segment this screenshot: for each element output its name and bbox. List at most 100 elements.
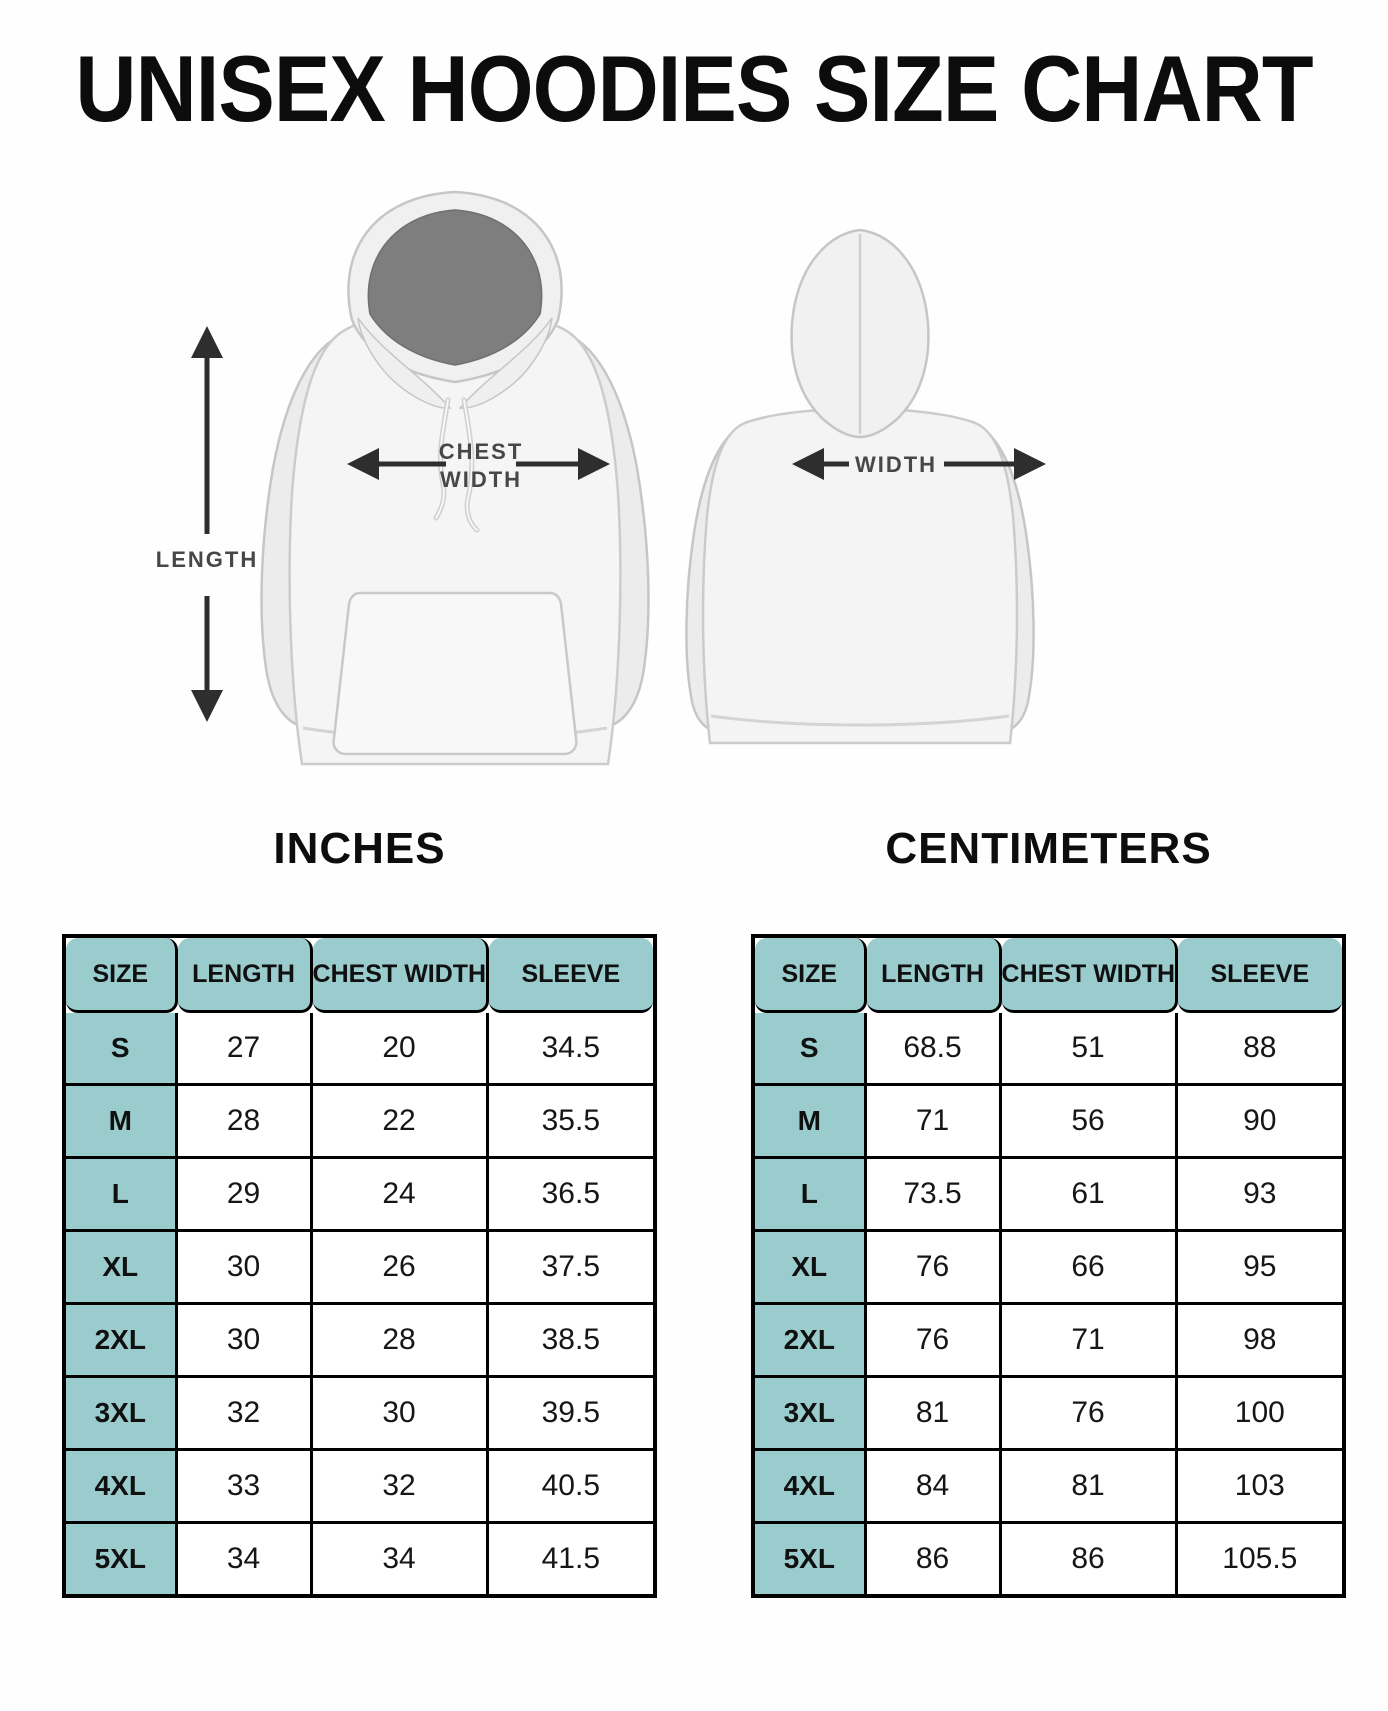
value-cell: 36.5	[488, 1159, 653, 1232]
drawstring-left-highlight	[435, 399, 449, 519]
value-cell: 81	[1001, 1451, 1178, 1524]
value-cell: 28	[312, 1305, 489, 1378]
value-cell: 27	[177, 1013, 313, 1086]
value-cell: 22	[312, 1086, 489, 1159]
size-cell: M	[66, 1086, 178, 1159]
value-cell: 32	[312, 1451, 489, 1524]
value-cell: 38.5	[488, 1305, 653, 1378]
value-cell: 24	[312, 1159, 489, 1232]
table-row: 5XL 86 86 105.5	[755, 1524, 1342, 1594]
value-cell: 61	[1001, 1159, 1178, 1232]
value-cell: 30	[312, 1378, 489, 1451]
value-cell: 51	[1001, 1013, 1178, 1086]
front-hoodie-illustration	[260, 190, 650, 766]
size-cell: 4XL	[66, 1451, 178, 1524]
column-header-size: SIZE	[755, 938, 867, 1013]
inches-section: INCHES SIZE LENGTH CHEST WIDTH SLEEVE S 27 20 3…	[62, 808, 657, 1598]
value-cell: 39.5	[488, 1378, 653, 1451]
table-row: 2XL 76 71 98	[755, 1305, 1342, 1378]
size-cell: XL	[755, 1232, 867, 1305]
value-cell: 34	[312, 1524, 489, 1594]
column-header-sleeve: SLEEVE	[1177, 938, 1342, 1013]
table-row: 4XL 84 81 103	[755, 1451, 1342, 1524]
size-cell: S	[755, 1013, 867, 1086]
table-row: S 27 20 34.5	[66, 1013, 653, 1086]
page-title: UNISEX HOODIES SIZE CHART	[75, 36, 1313, 141]
table-row: M 28 22 35.5	[66, 1086, 653, 1159]
drawstring-right-highlight	[463, 399, 478, 531]
back-body	[701, 407, 1019, 745]
value-cell: 41.5	[488, 1524, 653, 1594]
centimeters-section: CENTIMETERS SIZE LENGTH CHEST WIDTH SLEEVE S…	[751, 808, 1346, 1598]
column-header-size: SIZE	[66, 938, 178, 1013]
column-header-length: LENGTH	[866, 938, 1002, 1013]
value-cell: 28	[177, 1086, 313, 1159]
back-hem-seam	[710, 714, 1010, 727]
column-header-sleeve: SLEEVE	[488, 938, 653, 1013]
value-cell: 103	[1177, 1451, 1342, 1524]
value-cell: 95	[1177, 1232, 1342, 1305]
column-header-chest-width: CHEST WIDTH	[1001, 938, 1178, 1013]
value-cell: 30	[177, 1232, 313, 1305]
value-cell: 34.5	[488, 1013, 653, 1086]
table-row: L 73.5 61 93	[755, 1159, 1342, 1232]
value-cell: 35.5	[488, 1086, 653, 1159]
width-arrow: WIDTH	[792, 448, 1046, 480]
length-arrowhead-bottom	[191, 690, 223, 722]
hoodie-diagram-svg: LENGTH CHEST WIDTH WIDTH	[156, 190, 1046, 766]
value-cell: 93	[1177, 1159, 1342, 1232]
table-row: XL 30 26 37.5	[66, 1232, 653, 1305]
width-arrowhead-right	[1014, 448, 1046, 480]
size-cell: 3XL	[755, 1378, 867, 1451]
size-cell: L	[66, 1159, 178, 1232]
value-cell: 100	[1177, 1378, 1342, 1451]
length-label: LENGTH	[156, 547, 258, 572]
table-row: S 68.5 51 88	[755, 1013, 1342, 1086]
value-cell: 88	[1177, 1013, 1342, 1086]
value-cell: 71	[1001, 1305, 1178, 1378]
chest-width-label-line2: WIDTH	[440, 467, 522, 492]
header-row: SIZE LENGTH CHEST WIDTH SLEEVE	[66, 938, 653, 1013]
value-cell: 71	[866, 1086, 1002, 1159]
size-cell: S	[66, 1013, 178, 1086]
size-cell: 5XL	[66, 1524, 178, 1594]
value-cell: 34	[177, 1524, 313, 1594]
table-row: 3XL 81 76 100	[755, 1378, 1342, 1451]
hoodie-measurement-diagram: LENGTH CHEST WIDTH WIDTH	[0, 168, 1388, 790]
value-cell: 20	[312, 1013, 489, 1086]
header-row: SIZE LENGTH CHEST WIDTH SLEEVE	[755, 938, 1342, 1013]
chest-width-arrow: CHEST WIDTH	[347, 439, 610, 492]
column-header-chest-width: CHEST WIDTH	[312, 938, 489, 1013]
length-arrow: LENGTH	[156, 326, 258, 722]
table-row: L 29 24 36.5	[66, 1159, 653, 1232]
table-row: 2XL 30 28 38.5	[66, 1305, 653, 1378]
value-cell: 56	[1001, 1086, 1178, 1159]
table-row: 4XL 33 32 40.5	[66, 1451, 653, 1524]
chest-width-arrowhead-left	[347, 448, 379, 480]
length-arrowhead-top	[191, 326, 223, 358]
value-cell: 29	[177, 1159, 313, 1232]
chest-width-label-line1: CHEST	[439, 439, 524, 464]
size-tables-section: INCHES SIZE LENGTH CHEST WIDTH SLEEVE S 27 20 3…	[0, 808, 1388, 1598]
size-cell: 5XL	[755, 1524, 867, 1594]
table-row: M 71 56 90	[755, 1086, 1342, 1159]
value-cell: 105.5	[1177, 1524, 1342, 1594]
back-hoodie-illustration	[685, 228, 1035, 745]
width-arrowhead-left	[792, 448, 824, 480]
size-cell: XL	[66, 1232, 178, 1305]
value-cell: 37.5	[488, 1232, 653, 1305]
value-cell: 76	[866, 1232, 1002, 1305]
front-pocket	[332, 591, 578, 756]
value-cell: 33	[177, 1451, 313, 1524]
value-cell: 90	[1177, 1086, 1342, 1159]
front-collar-right	[458, 317, 553, 409]
front-collar-left	[357, 317, 452, 409]
front-hood-inner	[367, 209, 543, 366]
table-row: 5XL 34 34 41.5	[66, 1524, 653, 1594]
value-cell: 68.5	[866, 1013, 1002, 1086]
size-cell: L	[755, 1159, 867, 1232]
value-cell: 32	[177, 1378, 313, 1451]
size-cell: 3XL	[66, 1378, 178, 1451]
size-cell: M	[755, 1086, 867, 1159]
